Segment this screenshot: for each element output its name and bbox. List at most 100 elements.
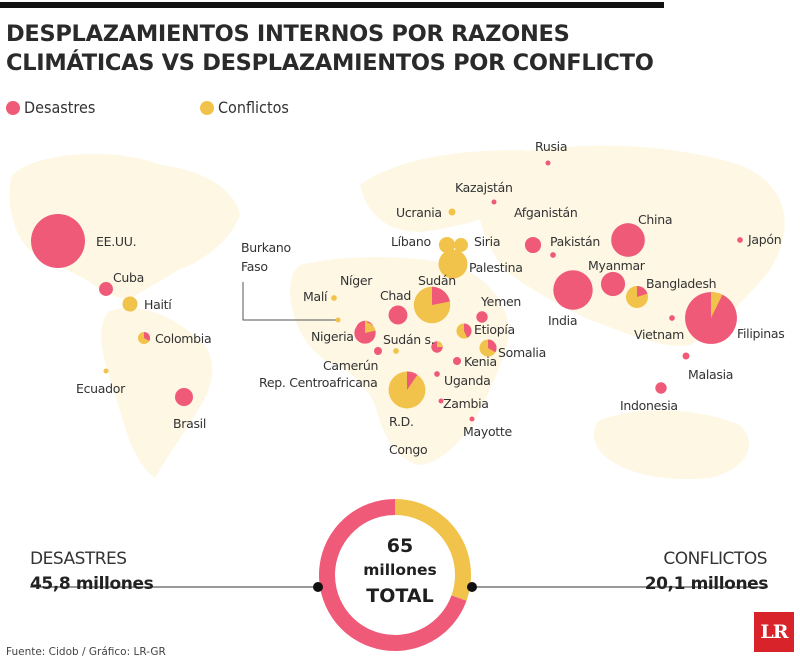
bubble-pakistan-main [550,252,556,258]
bubble-brasil [175,388,193,406]
bubble-indonesia-main [655,382,667,394]
label-malasia: Malasia [688,367,733,382]
disasters-total-value: 45,8 millones [30,574,154,594]
label-palestina: Palestina [469,260,523,275]
label-brasil: Brasil [173,416,206,431]
label-sudan: Sudán [418,273,456,288]
label-mali: Malí [303,289,328,304]
bubble-uganda-main [434,371,440,377]
label-haiti: Haití [144,297,172,312]
bubble-r-d-congo [388,371,426,409]
label-zambia: Zambia [443,396,489,411]
right-connector-dot [467,582,477,592]
bubble-uganda [434,371,440,377]
bubble-ee-uu [31,214,85,268]
label-mayotte: Mayotte [463,424,512,439]
label-vietnam: Vietnam [634,327,684,342]
bubble-ecuador-main [103,368,109,374]
bubble-rusia [545,160,551,166]
total-unit: millones [363,561,437,579]
label-kazajstan: Kazajstán [455,180,513,195]
bubble-sudan-s-slice [437,341,443,347]
label-filipinas: Filipinas [737,326,785,341]
bubble-china-main [611,223,645,257]
bubble-filipinas-slice [711,292,723,318]
bubble-ee-uu-main [31,214,85,268]
bubble-malasia-main [682,352,690,360]
bubble-camerun [373,346,383,356]
donut-segment-conflictos [394,499,471,601]
burkina-leader-line [242,282,338,321]
chart-title-line-2: CLIMÁTICAS VS DESPLAZAMIENTOS POR CONFLI… [6,50,654,76]
bubble-myanmar [600,271,626,297]
bubble-mali [331,295,337,301]
world-map-background [9,145,785,480]
chart-title-line-1: DESPLAZAMIENTOS INTERNOS POR RAZONES [6,21,570,47]
label-etiopia: Etiopía [474,322,515,337]
bubble-etiopia [456,323,472,339]
legend-dot-disasters-icon [6,100,20,115]
label-rd-congo-line1: R.D. [389,414,414,429]
bubble-vietnam-main [669,315,675,321]
legend-item-disasters: Desastres [6,98,95,117]
legend-dot-conflicts-icon [200,100,214,115]
label-chad: Chad [380,288,411,303]
disasters-caption: DESASTRES [30,549,127,569]
bubble-afganistan-main [524,236,542,254]
bubble-yemen-main [476,311,488,323]
bubble-layer [31,160,743,422]
label-sudan-sur: Sudán s. [383,332,434,347]
label-uganda: Uganda [444,373,490,388]
label-bangladesh: Bangladesh [646,276,716,291]
bubble-colombia-slice [144,331,151,342]
bubble-japon [737,237,743,243]
bubble-ucrania-main [448,208,456,216]
bubble-r-d-congo-slice [407,371,418,390]
label-indonesia: Indonesia [620,398,678,413]
legend-label-conflicts: Conflictos [218,98,289,117]
label-yemen: Yemen [480,294,521,309]
bubble-somalia-slice [488,339,497,353]
bubble-malasia [682,352,690,360]
label-colombia: Colombia [155,331,211,346]
bubble-chad [388,305,408,325]
chart-title: DESPLAZAMIENTOS INTERNOS POR RAZONES CLI… [6,20,706,78]
label-camerun: Camerún [323,358,378,373]
label-rep-centroafricana: Rep. Centroafricana [259,375,378,390]
label-rd-congo-line2: Congo [389,442,427,457]
continent-africa [290,257,510,465]
bubble-vietnam [669,315,675,321]
bubble-mali-main [331,295,337,301]
bubble-sudan-slice [432,286,450,305]
bubble-etiopia-slice [464,323,472,338]
bubble-sudan [413,286,451,324]
bubble-mayotte-main [469,416,475,422]
bubble-sudan-s [431,341,443,353]
bubble-china [611,223,645,257]
label-eeuu: EE.UU. [96,234,136,249]
bubble-zambia-main [438,398,444,404]
label-china: China [638,212,672,227]
left-connector-dot [313,582,323,592]
bubble-kenia [452,356,462,366]
label-ecuador: Ecuador [76,381,126,396]
label-kenia: Kenia [464,354,497,369]
bubble-rusia-main [545,160,551,166]
total-donut-chart [319,499,471,651]
bubble-zambia [438,398,444,404]
bubble-brasil-main [175,388,193,406]
bubble-siria [454,238,468,252]
bubble-india-main [553,270,593,310]
continent-oceania [594,410,749,480]
continent-south-america [101,307,213,478]
bubble-siria-main [454,238,468,252]
bubble-indonesia [655,382,667,394]
label-afganistan: Afganistán [514,205,578,220]
conflicts-caption: CONFLICTOS [663,549,767,569]
bubble-rep-centroafricana-main [393,348,399,354]
bubble-camerun-main [373,346,383,356]
label-libano: Líbano [391,234,431,249]
bubble-burkano-faso [335,317,341,323]
bubble-chad-main [388,305,408,325]
